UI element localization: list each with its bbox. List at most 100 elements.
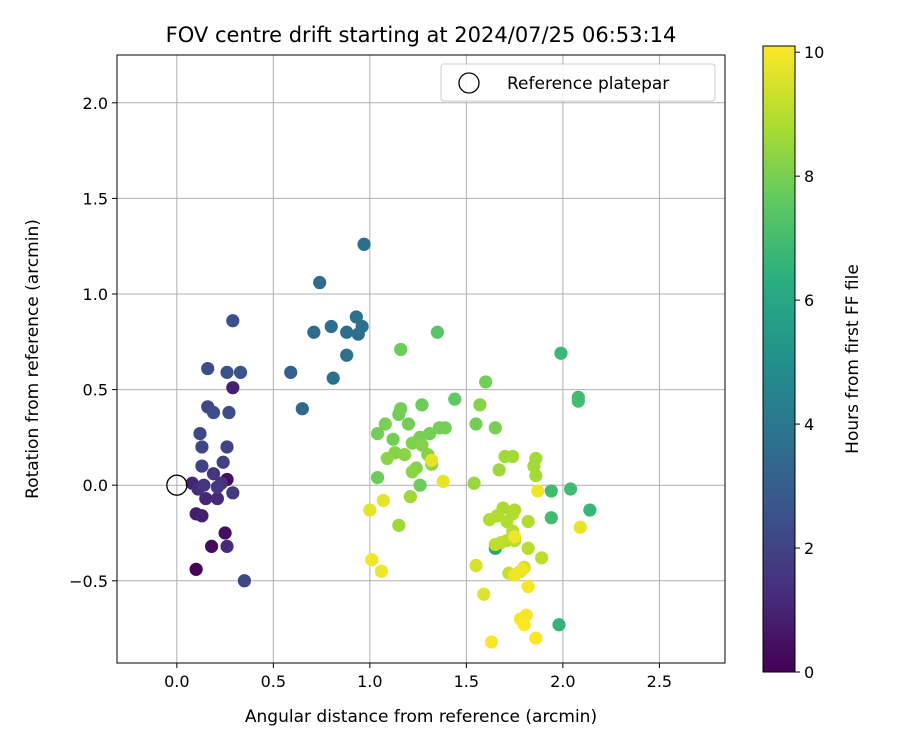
data-point	[484, 635, 499, 649]
data-point	[500, 514, 514, 529]
data-point	[479, 375, 493, 389]
legend-marker-reference	[458, 72, 480, 94]
data-point	[529, 469, 543, 483]
data-point	[204, 539, 219, 553]
colorbar-tick-label: 0	[804, 663, 814, 682]
data-point	[394, 342, 408, 357]
data-point	[220, 440, 234, 454]
x-axis-label: Angular distance from reference (arcmin)	[245, 707, 597, 727]
data-point	[438, 421, 452, 435]
data-point	[430, 325, 445, 339]
data-point	[521, 579, 535, 594]
data-point	[573, 520, 587, 534]
x-axis-ticks: 0.0 0.5 1.0 1.5 2.0 2.5	[164, 663, 672, 691]
data-point	[370, 426, 385, 441]
y-axis-ticks: −0.5 0.0 0.5 1.0 1.5 2.0	[69, 94, 117, 591]
legend: Reference platepar	[440, 63, 716, 102]
data-point	[233, 365, 248, 379]
data-point	[392, 407, 406, 422]
data-point	[492, 463, 506, 477]
data-point	[506, 449, 520, 464]
data-point	[403, 490, 417, 504]
y-tick-label: 1.0	[83, 285, 108, 304]
data-point	[473, 398, 487, 412]
data-point	[357, 237, 371, 251]
data-point	[563, 482, 578, 496]
data-point	[195, 459, 209, 473]
data-point	[355, 319, 369, 334]
chart-title: FOV centre drift starting at 2024/07/25 …	[166, 23, 677, 47]
x-tick-label: 0.0	[164, 672, 189, 691]
data-point	[197, 478, 211, 492]
data-point	[469, 417, 483, 431]
data-point	[469, 558, 483, 573]
data-point	[193, 426, 207, 441]
data-point	[189, 562, 203, 576]
x-tick-label: 1.0	[357, 672, 382, 691]
x-tick-label: 2.5	[647, 672, 672, 691]
y-tick-label: 0.0	[83, 476, 108, 495]
data-point	[210, 480, 224, 494]
data-point	[218, 526, 232, 540]
data-point	[552, 618, 566, 632]
data-point	[583, 503, 597, 517]
data-point	[482, 513, 497, 527]
colorbar-gradient	[762, 45, 796, 673]
data-point	[220, 539, 234, 553]
data-point	[571, 394, 585, 408]
data-point	[386, 432, 400, 446]
data-point	[405, 465, 419, 479]
data-point	[415, 438, 429, 452]
data-point	[508, 530, 522, 544]
data-point	[378, 417, 392, 431]
data-point	[436, 474, 450, 488]
data-point	[425, 453, 439, 467]
y-tick-label: 1.5	[83, 189, 108, 208]
data-point	[397, 447, 412, 462]
data-point	[544, 511, 558, 525]
data-point	[521, 514, 535, 529]
x-tick-label: 1.5	[454, 672, 479, 691]
data-point	[517, 618, 531, 632]
data-point	[401, 417, 416, 431]
data-point	[477, 587, 491, 601]
plot-frame	[116, 54, 726, 664]
x-tick-label: 0.5	[261, 672, 286, 691]
data-point	[326, 371, 340, 385]
data-point	[216, 455, 230, 469]
data-point	[376, 493, 390, 508]
colorbar: 0 2 4 6 8 10 Hours from first FF file	[762, 43, 863, 682]
colorbar-tick-label: 10	[804, 43, 824, 62]
data-point	[195, 440, 209, 454]
reference-platepar-marker	[166, 474, 188, 496]
data-point	[295, 402, 309, 416]
data-point	[195, 509, 209, 523]
data-series	[185, 237, 597, 649]
data-point	[494, 535, 508, 550]
colorbar-tick-label: 2	[804, 539, 814, 558]
data-point	[413, 478, 427, 492]
data-point	[226, 381, 240, 395]
data-point	[365, 553, 379, 567]
data-point	[467, 476, 481, 490]
data-point	[448, 392, 462, 406]
data-point	[340, 325, 354, 339]
colorbar-tick-label: 8	[804, 167, 814, 186]
colorbar-tick-label: 6	[804, 291, 814, 310]
data-point	[237, 574, 251, 588]
data-point	[515, 562, 529, 576]
data-point	[324, 319, 338, 334]
data-point	[535, 551, 549, 565]
data-point	[206, 405, 221, 420]
data-point	[370, 470, 385, 485]
data-point	[544, 484, 558, 498]
data-point	[554, 346, 568, 360]
data-point	[284, 365, 298, 379]
data-point	[380, 451, 394, 466]
data-point	[531, 484, 545, 498]
legend-box	[440, 63, 716, 102]
data-point	[313, 275, 327, 290]
data-point	[529, 631, 543, 645]
data-point	[222, 405, 236, 420]
